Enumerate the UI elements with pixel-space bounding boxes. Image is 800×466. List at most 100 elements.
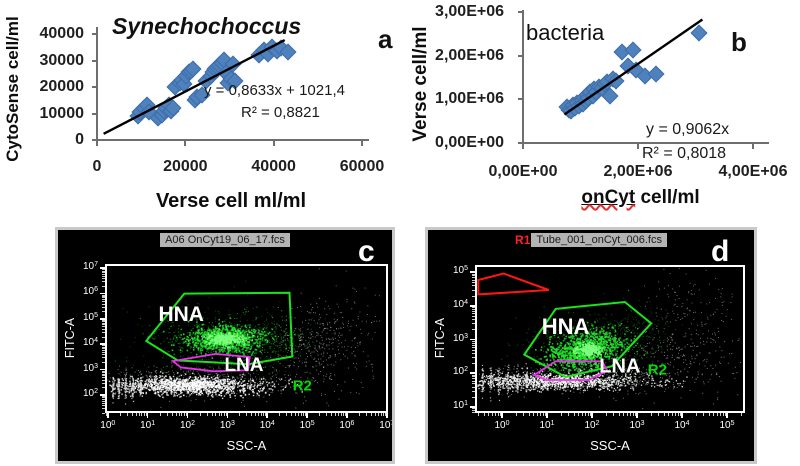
panel-b-r-squared: R² = 0,8018	[642, 145, 727, 162]
y-major-tick	[470, 406, 475, 408]
x-minor-tick	[286, 413, 288, 416]
y-major-tick	[100, 267, 105, 269]
x-minor-tick	[326, 413, 328, 416]
x-power-tick-label: 101	[539, 420, 555, 431]
x-minor-tick	[181, 413, 183, 416]
y-major-tick	[100, 368, 105, 371]
y-minor-tick	[102, 397, 105, 399]
x-minor-tick	[119, 413, 121, 416]
x-power-tick-label: 103	[629, 420, 645, 431]
y-power-tick-label: 103	[82, 362, 98, 374]
y-power-tick-label: 102	[452, 366, 468, 378]
x-major-tick	[186, 413, 189, 418]
y-minor-tick	[472, 412, 475, 414]
x-major-tick	[346, 413, 348, 418]
x-minor-tick	[319, 413, 321, 416]
y-minor-tick	[472, 410, 475, 412]
x-tick-mark	[272, 141, 275, 146]
x-minor-tick	[589, 413, 591, 416]
x-minor-tick	[722, 413, 724, 416]
x-minor-tick	[211, 413, 213, 416]
x-minor-tick	[523, 413, 525, 416]
x-tick-mark	[752, 144, 754, 149]
panel-c-plot-frame: HNA LNA R2	[105, 264, 388, 413]
x-minor-tick	[145, 413, 147, 416]
x-minor-tick	[126, 413, 128, 416]
panel-d-title-row: R1 Tube_001_onCyt_006.fcs	[425, 233, 757, 247]
y-minor-tick	[472, 275, 475, 277]
y-tick-label: 3,00E+06	[435, 3, 504, 20]
x-major-tick	[636, 413, 638, 418]
y-minor-tick	[102, 301, 105, 303]
y-power-tick-label: 106	[82, 286, 98, 298]
x-tick-label: 40000	[251, 158, 296, 175]
x-major-tick	[266, 413, 268, 418]
panel-c-scatter-dots	[107, 266, 386, 411]
x-minor-tick	[658, 413, 660, 416]
x-minor-tick	[497, 413, 499, 416]
y-minor-tick	[102, 348, 105, 350]
x-minor-tick	[560, 413, 562, 416]
y-minor-tick	[102, 396, 105, 398]
panel-c-flow-cytometry-plot: A06 OnCyt19_06_17.fcs c FITC-A HNA LNA R2 …	[55, 227, 395, 464]
y-minor-tick	[102, 372, 105, 374]
x-power-tick-label: 104	[259, 420, 275, 431]
x-minor-tick	[303, 413, 305, 416]
y-minor-tick	[472, 344, 475, 346]
x-minor-tick	[677, 413, 679, 416]
x-minor-tick	[627, 413, 629, 416]
x-minor-tick	[672, 413, 674, 416]
panel-b-title: bacteria	[526, 20, 605, 45]
x-minor-tick	[258, 413, 260, 416]
population-label-r2: R2	[292, 377, 312, 395]
y-tick-mark	[92, 86, 97, 88]
panel-a-letter: a	[378, 24, 393, 54]
x-power-tick-label: 105	[299, 420, 315, 431]
x-minor-tick	[279, 413, 281, 416]
x-major-tick	[681, 413, 683, 418]
y-minor-tick	[472, 289, 475, 291]
data-point-diamond	[647, 65, 665, 83]
x-minor-tick	[568, 413, 570, 416]
x-major-tick	[501, 413, 503, 418]
panel-b-x-axis-label: onCyt cell/ml	[523, 187, 758, 209]
x-minor-tick	[529, 413, 531, 416]
y-minor-tick	[102, 285, 105, 287]
y-minor-tick	[102, 382, 105, 384]
x-minor-tick	[225, 413, 227, 416]
y-tick-mark	[92, 59, 97, 62]
x-minor-tick	[178, 413, 180, 416]
y-minor-tick	[102, 346, 105, 348]
x-tick-mark	[361, 141, 363, 146]
y-minor-tick	[472, 363, 475, 365]
y-minor-tick	[472, 313, 475, 315]
panel-d-plot-frame: HNA LNA R2	[475, 265, 745, 413]
y-tick-mark	[518, 54, 523, 57]
y-minor-tick	[102, 294, 105, 296]
x-minor-tick	[159, 413, 161, 416]
x-minor-tick	[261, 413, 263, 416]
y-minor-tick	[102, 311, 105, 313]
x-minor-tick	[542, 413, 544, 416]
x-major-tick	[546, 413, 548, 418]
x-tick-mark	[96, 141, 98, 146]
x-minor-tick	[630, 413, 632, 416]
y-minor-tick	[472, 329, 475, 331]
x-major-tick	[226, 413, 229, 418]
x-tick-label: 2,00E+06	[603, 163, 673, 180]
x-minor-tick	[246, 413, 248, 416]
x-minor-tick	[218, 413, 220, 416]
x-minor-tick	[105, 413, 107, 416]
x-minor-tick	[623, 413, 625, 416]
x-power-tick-label: 103	[219, 420, 235, 431]
data-point-diamond	[624, 41, 642, 59]
panel-b-scatter-chart: Verse cell/ml bacteria b 0,00E+00 2,00E+0…	[400, 0, 800, 226]
y-minor-tick	[102, 370, 105, 372]
y-minor-tick	[472, 309, 475, 311]
x-axis-line	[522, 142, 769, 144]
y-minor-tick	[102, 303, 105, 305]
x-minor-tick	[582, 413, 584, 416]
x-minor-tick	[175, 413, 177, 416]
panel-d-title-prefix-r1: R1	[515, 233, 531, 247]
y-minor-tick	[472, 346, 475, 348]
